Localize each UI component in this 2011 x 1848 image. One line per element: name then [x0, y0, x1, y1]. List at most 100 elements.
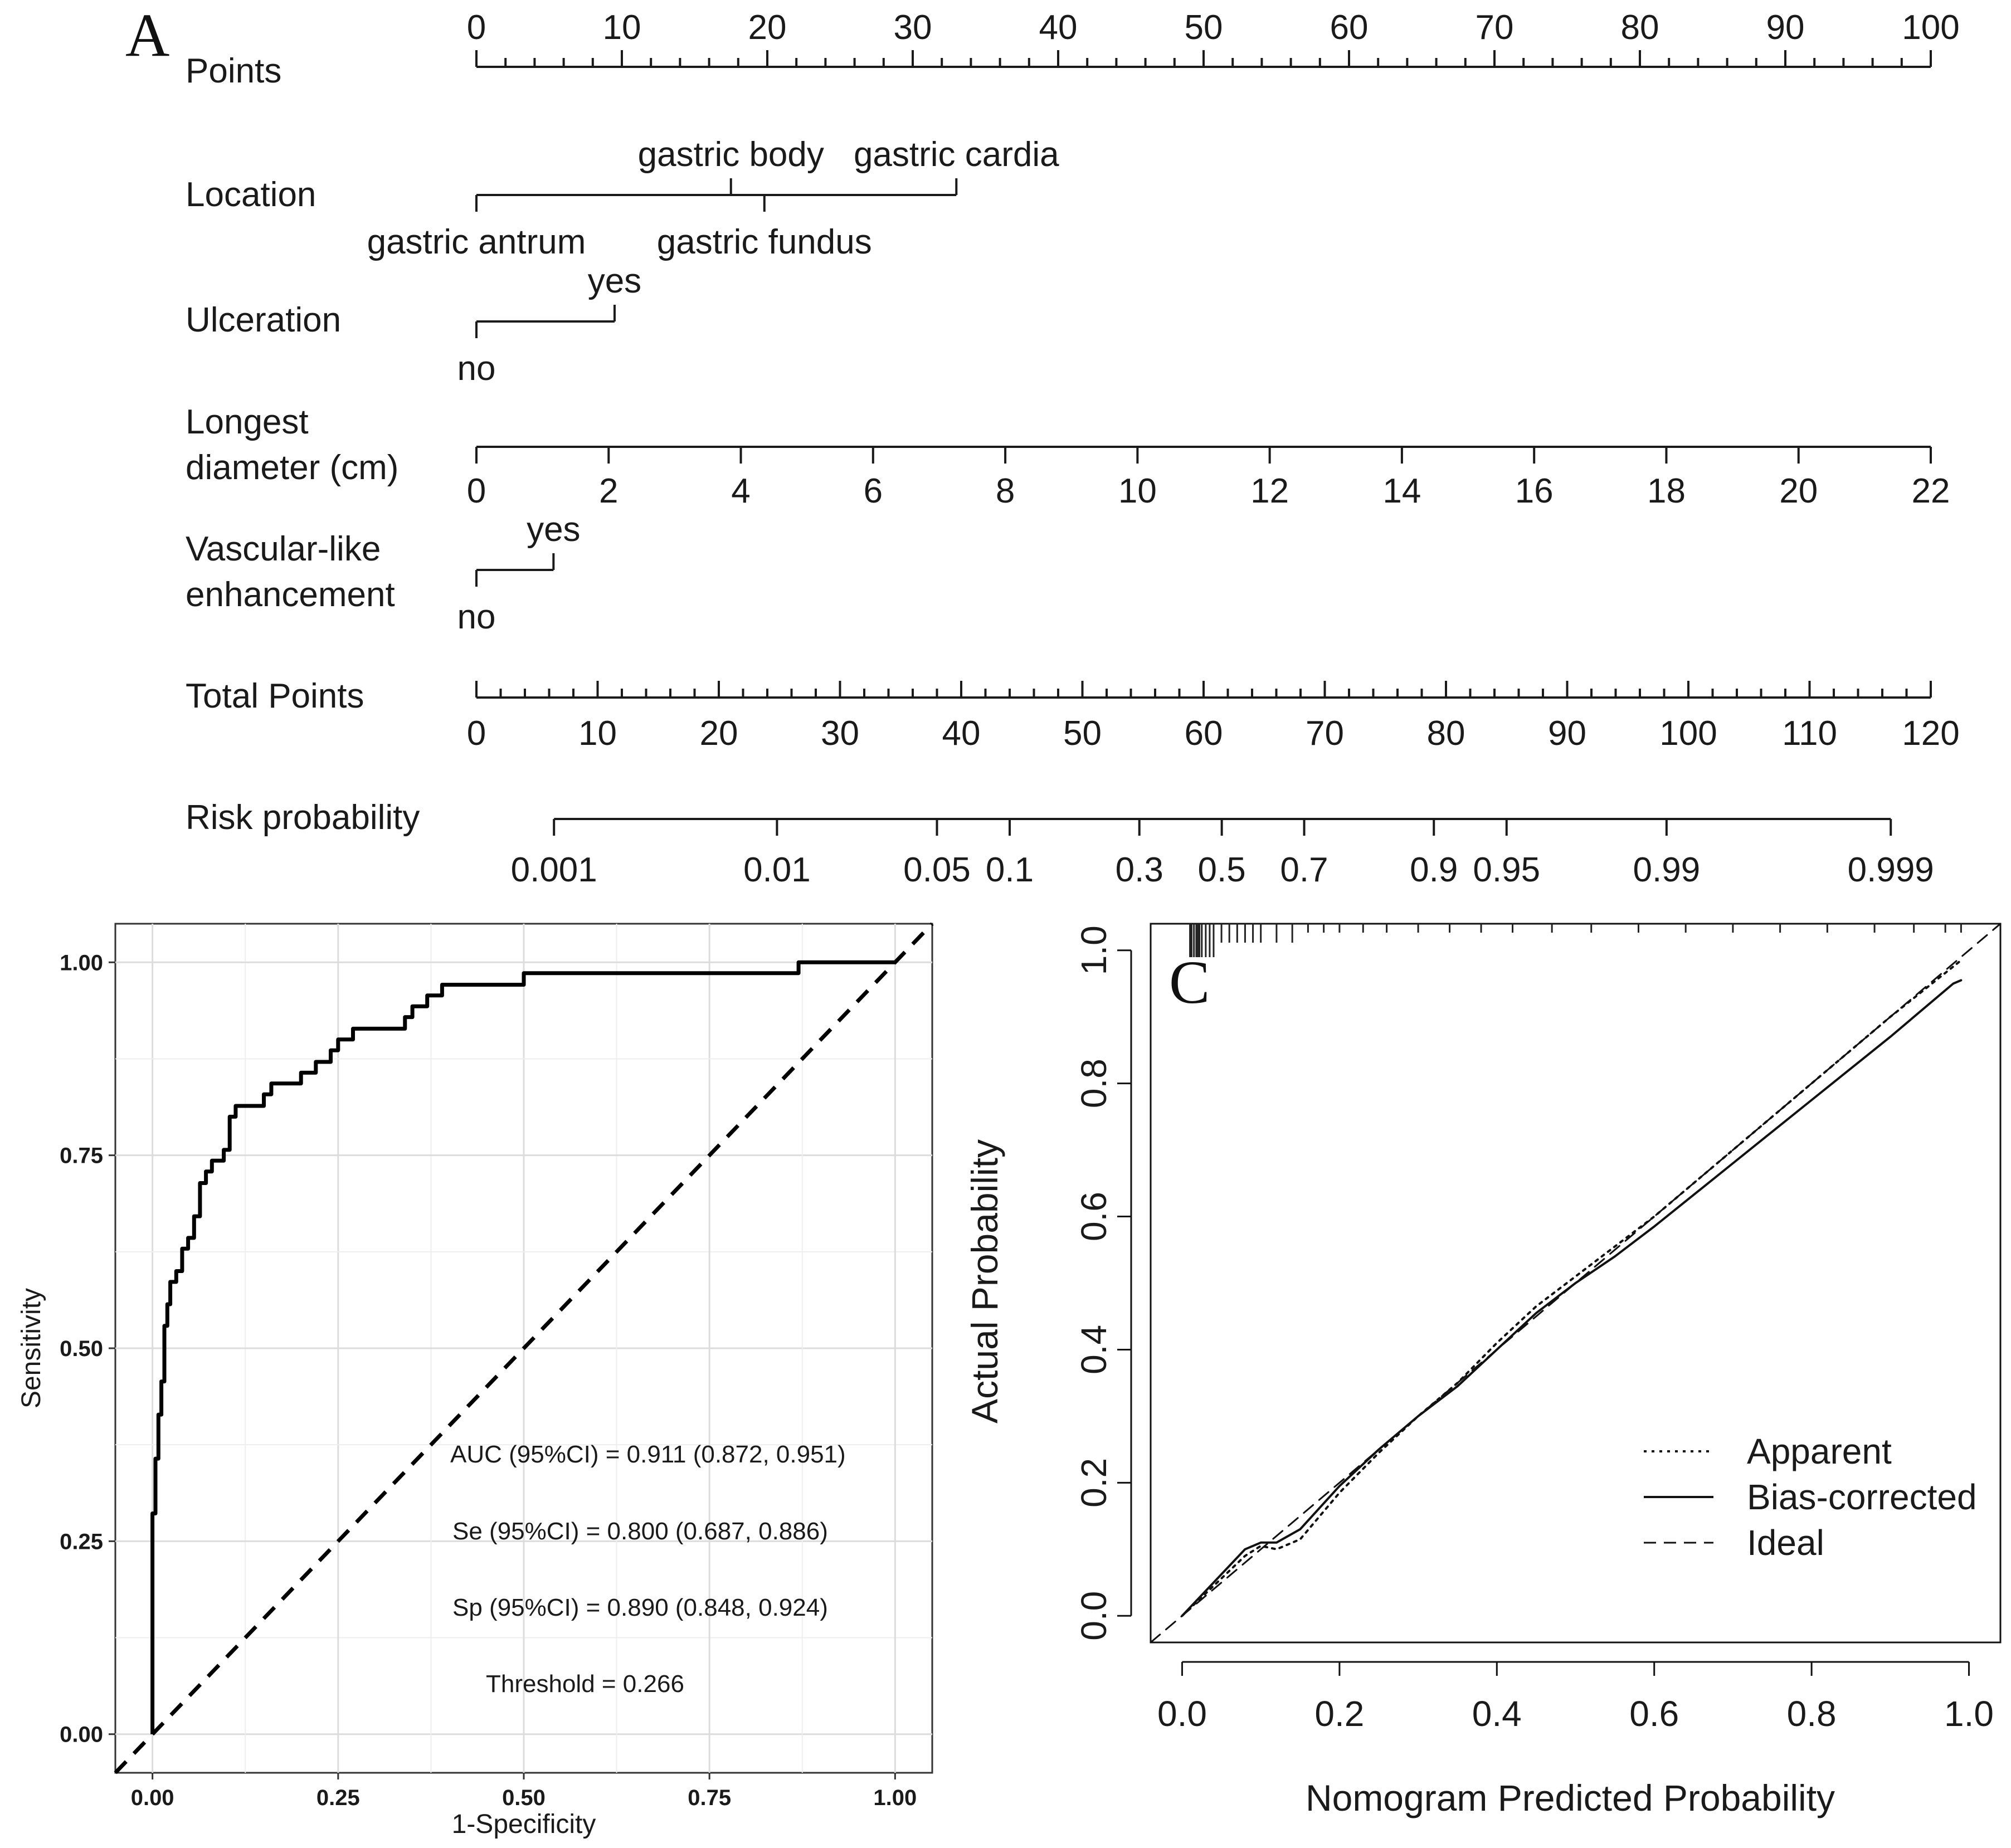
roc-x-tick-label: 0.75: [688, 1786, 731, 1810]
risk-probability-tick-label: 0.05: [903, 851, 971, 889]
roc-x-tick-label: 0.25: [316, 1786, 360, 1810]
roc-y-tick-label: 0.50: [60, 1337, 103, 1361]
calibration-panel: 0.0 0.2 0.4 0.6 0.8 1.0 0.0 0.2 0.4 0.6 0.8 1.0 App…: [964, 923, 2002, 1818]
risk-probability-tick-label: 0.01: [743, 851, 811, 889]
calibration-y-tick-label: 0.8: [1074, 1059, 1114, 1108]
risk-probability-tick-label: 0.1: [986, 851, 1034, 889]
total-points-tick-label: 110: [1782, 714, 1837, 753]
roc-lines: [114, 922, 934, 1774]
roc-annotation-auc: AUC (95%CI) = 0.911 (0.872, 0.951): [450, 1441, 846, 1468]
calibration-x-tick-label: 0.4: [1472, 1694, 1522, 1734]
diameter-tick-label: 8: [996, 472, 1015, 510]
calibration-y-axis-label: Actual Probability: [964, 1139, 1005, 1423]
calibration-axes: 0.0 0.2 0.4 0.6 0.8 1.0 0.0 0.2 0.4 0.6 0.8 1.0: [1074, 925, 1994, 1734]
total-points-tick-label: 80: [1427, 714, 1465, 753]
calibration-lines: [1150, 923, 2002, 1644]
roc-series-roc: [150, 960, 895, 1734]
calibration-series-ideal: [1150, 923, 2002, 1644]
points-tick-label: 90: [1766, 8, 1805, 47]
nomogram-row-label-risk-probability-0: Risk probability: [186, 798, 420, 837]
points-tick-label: 20: [748, 8, 787, 47]
points-tick-label: 50: [1185, 8, 1223, 47]
calibration-y-tick-label: 0.2: [1074, 1458, 1114, 1508]
roc-annotation-threshold: Threshold = 0.266: [486, 1670, 684, 1698]
total-points-tick-label: 20: [700, 714, 738, 753]
diameter-tick-label: 6: [864, 472, 883, 510]
total-points-tick-label: 90: [1548, 714, 1586, 753]
nomogram-row-label-ulceration-0: Ulceration: [186, 301, 341, 339]
points-tick-label: 60: [1330, 8, 1369, 47]
risk-probability-tick-label: 0.99: [1633, 851, 1701, 889]
calibration-x-tick-label: 0.6: [1629, 1694, 1679, 1734]
diameter-tick-label: 20: [1779, 472, 1818, 510]
points-tick-label: 80: [1621, 8, 1659, 47]
calibration-x-tick-label: 0.0: [1157, 1694, 1207, 1734]
risk-probability-tick-label: 0.001: [511, 851, 597, 889]
roc-series-reference: [114, 922, 934, 1774]
calibration-series-apparent: [1181, 959, 1963, 1617]
roc-y-axis-label: Sensitivity: [17, 1288, 46, 1408]
calibration-plot-area: [1150, 923, 2002, 1644]
total-points-tick-label: 60: [1185, 714, 1223, 753]
roc-annotation-sp: Sp (95%CI) = 0.890 (0.848, 0.924): [452, 1594, 828, 1621]
diameter-tick-label: 10: [1118, 472, 1157, 510]
location-level-label-gastric-cardia: gastric cardia: [854, 135, 1059, 174]
total-points-tick-label: 40: [942, 714, 981, 753]
roc-axes: 0.00 0.25 0.50 0.75 1.00 0.00 0.25 0.50 0.75 1.00: [60, 950, 917, 1810]
diameter-tick-label: 18: [1647, 472, 1686, 510]
calibration-x-tick-label: 0.2: [1314, 1694, 1364, 1734]
risk-probability-tick-label: 0.3: [1116, 851, 1163, 889]
calibration-y-tick-label: 1.0: [1074, 925, 1114, 975]
roc-x-tick-label: 1.00: [873, 1786, 917, 1810]
calibration-rug: [1189, 924, 1962, 957]
nomogram-row-label-vascular-like-enhancement-1: enhancement: [186, 576, 395, 614]
total-points-tick-label: 120: [1902, 714, 1959, 753]
calibration-legend-label-apparent: Apparent: [1747, 1431, 1892, 1471]
risk-probability-tick-label: 0.999: [1848, 851, 1934, 889]
risk-probability-tick-label: 0.7: [1280, 851, 1328, 889]
location-level-label-gastric-body: gastric body: [638, 135, 824, 174]
nomogram-row-label-longest-diameter-cm-1: diameter (cm): [186, 448, 398, 487]
roc-grid: [115, 924, 932, 1773]
nomogram-row-label-points-0: Points: [186, 52, 281, 90]
roc-annotation-se: Se (95%CI) = 0.800 (0.687, 0.886): [452, 1518, 828, 1545]
total-points-tick-label: 30: [821, 714, 859, 753]
roc-y-tick-label: 1.00: [60, 950, 103, 975]
total-points-tick-label: 70: [1306, 714, 1344, 753]
total-points-tick-label: 10: [578, 714, 617, 753]
calibration-x-tick-label: 0.8: [1787, 1694, 1837, 1734]
diameter-tick-label: 12: [1250, 472, 1289, 510]
nomogram-row-label-vascular-like-enhancement-0: Vascular-like: [186, 530, 381, 568]
nomogram-row-label-total-points-0: Total Points: [186, 677, 364, 715]
panel-letter-a: A: [125, 1, 169, 69]
roc-panel: 0.00 0.25 0.50 0.75 1.00 0.00 0.25 0.50 0.75 1.00…: [17, 922, 934, 1839]
calibration-y-tick-label: 0.0: [1074, 1591, 1114, 1641]
nomogram-row-label-location-0: Location: [186, 175, 316, 214]
points-tick-label: 30: [894, 8, 932, 47]
points-tick-label: 100: [1902, 8, 1959, 47]
ulceration-level-label-no: no: [457, 349, 496, 388]
diameter-tick-label: 22: [1912, 472, 1950, 510]
roc-x-axis-label: 1-Specificity: [452, 1810, 596, 1839]
diameter-tick-label: 14: [1382, 472, 1421, 510]
roc-x-tick-label: 0.50: [502, 1786, 546, 1810]
nomogram-row-label-longest-diameter-cm-0: Longest: [186, 403, 309, 441]
risk-probability-tick-label: 0.9: [1410, 851, 1458, 889]
points-tick-label: 10: [603, 8, 641, 47]
calibration-x-tick-label: 1.0: [1944, 1694, 1994, 1734]
calibration-x-axis-label: Nomogram Predicted Probability: [1306, 1777, 1835, 1818]
risk-probability-tick-label: 0.95: [1473, 851, 1540, 889]
risk-probability-tick-label: 0.5: [1198, 851, 1246, 889]
vascular-like-enhancement-level-label-no: no: [457, 598, 496, 636]
calibration-y-tick-label: 0.4: [1074, 1325, 1114, 1374]
roc-x-tick-label: 0.00: [131, 1786, 174, 1810]
panel-letter-c: C: [1169, 948, 1210, 1016]
points-tick-label: 40: [1039, 8, 1078, 47]
roc-y-tick-label: 0.00: [60, 1723, 103, 1747]
vascular-like-enhancement-level-label-yes: yes: [527, 510, 580, 549]
points-tick-label: 70: [1476, 8, 1514, 47]
calibration-legend-label-ideal: Ideal: [1747, 1523, 1824, 1563]
calibration-y-tick-label: 0.6: [1074, 1192, 1114, 1241]
